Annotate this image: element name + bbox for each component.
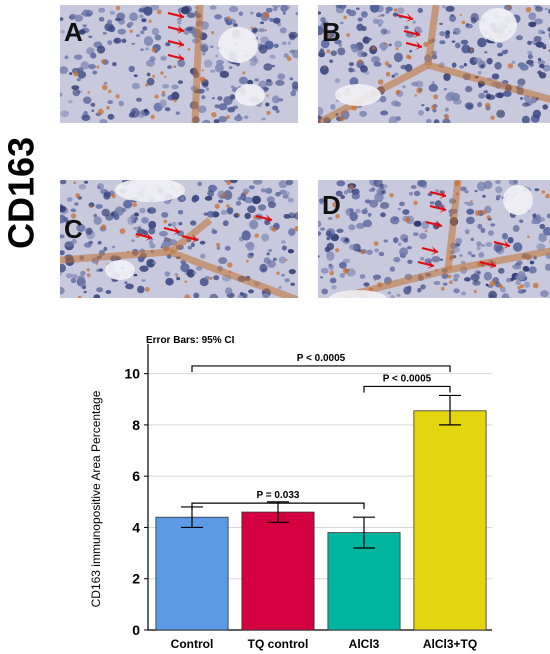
- red-arrow-head: [439, 204, 446, 213]
- red-arrow-head: [415, 41, 422, 50]
- bar-control: [155, 516, 229, 631]
- red-arrow-head: [413, 29, 420, 38]
- x-tick-label: Control: [171, 637, 214, 651]
- panel-letter-c: C: [64, 214, 83, 244]
- red-arrow-head: [265, 214, 272, 223]
- x-tick-label: AlCl3+TQ: [423, 637, 477, 651]
- bar-alcl3-tq: [413, 410, 487, 631]
- y-tick-label: 10: [124, 366, 140, 382]
- red-arrow-head: [177, 53, 184, 62]
- panel-letter-d: D: [322, 190, 341, 220]
- p-value-label: P < 0.0005: [297, 353, 346, 364]
- micrograph-panel-a: A: [60, 5, 298, 123]
- red-arrow-head: [503, 240, 510, 249]
- micrograph-panel-d: D: [318, 180, 550, 298]
- red-arrow-head: [173, 226, 180, 235]
- significance-bracket: [191, 502, 365, 510]
- red-arrow-head: [439, 190, 446, 199]
- stain-label: CD163: [1, 118, 46, 268]
- red-arrow-head: [489, 260, 496, 269]
- red-arrow-head: [177, 11, 184, 20]
- red-arrow-head: [177, 25, 184, 34]
- panel-letter-b: B: [322, 17, 341, 47]
- p-value-label: P < 0.0005: [383, 373, 432, 384]
- bar-chart-svg: 0 2 4 6 8 10 Control TQ control AlCl3 AlCl3+TQ P =…: [89, 335, 492, 651]
- y-tick-label: 6: [132, 468, 140, 484]
- significance-bracket: [363, 385, 451, 393]
- micrograph-panel-c: C: [60, 180, 298, 298]
- significance-bracket: [191, 365, 451, 372]
- chart-title: Error Bars: 95% CI: [146, 335, 235, 346]
- p-value-label: P = 0.033: [257, 490, 300, 501]
- micrograph-panel-b: B: [318, 5, 550, 123]
- red-arrow-head: [406, 13, 413, 22]
- y-tick-label: 8: [132, 417, 140, 433]
- bar-tq-control: [241, 511, 315, 631]
- red-arrow-head: [145, 232, 152, 241]
- y-axis-label: CD163 immunopositive Area Percentage: [89, 390, 103, 607]
- red-arrow-head: [191, 234, 198, 243]
- x-tick-label: TQ control: [248, 637, 309, 651]
- red-arrow-head: [177, 39, 184, 48]
- y-tick-label: 2: [132, 571, 140, 587]
- bar-chart: 0 2 4 6 8 10 Control TQ control AlCl3 AlCl3+TQ P =…: [0, 330, 550, 654]
- x-tick-label: AlCl3: [349, 637, 380, 651]
- stain-label-text: CD163: [2, 137, 42, 249]
- red-arrow-head: [427, 260, 434, 269]
- red-arrow-head: [435, 220, 442, 229]
- panel-letter-a: A: [64, 17, 83, 47]
- y-tick-label: 4: [132, 519, 140, 535]
- y-tick-label: 0: [132, 622, 140, 638]
- red-arrow-head: [431, 246, 438, 255]
